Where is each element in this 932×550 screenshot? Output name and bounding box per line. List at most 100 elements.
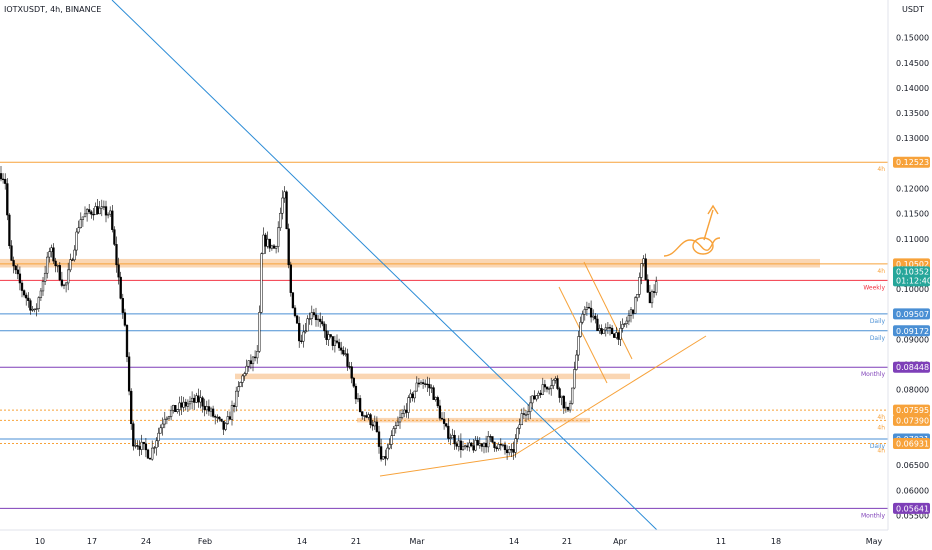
candle-body (503, 444, 507, 451)
candle-body (539, 392, 542, 395)
candle-body (650, 291, 654, 304)
candle-body (629, 309, 633, 316)
candle-body (98, 207, 101, 215)
candle-body (88, 209, 91, 213)
level-tag-label: 0.09172 (896, 327, 929, 336)
candle-body (356, 398, 360, 400)
candle-body (190, 397, 194, 402)
price-tick-label: 0.13000 (896, 134, 929, 143)
candle-body (367, 414, 370, 418)
candle-body (323, 323, 326, 332)
flag-line-1 (558, 286, 608, 384)
candle-body (340, 347, 343, 351)
candle-body (497, 444, 500, 450)
candle-body (417, 382, 421, 385)
level-note: Daily (870, 443, 886, 450)
candle-body (501, 444, 505, 446)
candle-body (4, 179, 7, 184)
candle-body (533, 395, 536, 400)
candle-body (216, 416, 219, 419)
candle-body (220, 418, 223, 422)
candle-body (447, 425, 450, 439)
candle-body (493, 441, 496, 448)
price-tick-label: 0.14500 (896, 59, 929, 68)
candle-body (132, 423, 135, 447)
candle-body (489, 436, 492, 438)
candle-body (224, 423, 227, 430)
candle-body (293, 307, 297, 317)
level-note: 4h (877, 414, 885, 421)
candle-body (121, 298, 124, 313)
candle-body (583, 309, 586, 315)
current-price-label: 0.10352 (896, 267, 929, 276)
candle-body (466, 445, 469, 448)
candle-body (43, 272, 47, 282)
candle-body (634, 297, 637, 314)
candle-body (361, 411, 364, 417)
time-tick-label: Apr (613, 537, 628, 546)
candle-body (369, 414, 372, 425)
candle-body (545, 386, 549, 390)
candle-body (461, 446, 465, 451)
candle-body (232, 405, 236, 407)
candle-body (327, 334, 330, 340)
candle-body (598, 328, 601, 331)
candle-body (239, 382, 242, 388)
candle-body (566, 406, 570, 411)
candle-body (388, 444, 391, 449)
candle-body (310, 312, 313, 319)
candle-body (644, 258, 647, 280)
candle-body (106, 213, 110, 216)
price-tick-label: 0.14000 (896, 84, 929, 93)
candle-body (298, 323, 301, 342)
candle-body (214, 416, 217, 418)
candle-body (432, 387, 435, 400)
candle-body (115, 244, 118, 266)
candle-body (642, 258, 645, 264)
candle-body (266, 238, 269, 247)
time-tick-label: 21 (562, 537, 572, 546)
candle-body (554, 378, 557, 381)
candle-body (405, 409, 408, 413)
chart-title: IOTXUSDT, 4h, BINANCE (4, 5, 101, 14)
candle-body (375, 421, 379, 433)
candle-body (25, 294, 28, 299)
candle-body (277, 227, 280, 247)
candle-body (325, 330, 328, 340)
time-tick-label: 14 (509, 537, 519, 546)
candle-body (581, 313, 584, 323)
candle-body (270, 245, 274, 249)
candle-body (606, 327, 610, 329)
zone-band (235, 373, 630, 380)
candle-body (478, 443, 481, 446)
price-tick-label: 0.08000 (896, 386, 929, 395)
candle-body (524, 414, 528, 416)
time-tick-label: 18 (771, 537, 781, 546)
candle-body (182, 401, 185, 408)
candle-body (403, 409, 406, 414)
level-tag-label: 0.06931 (896, 440, 929, 449)
candle-body (470, 442, 473, 446)
rising-trendline (512, 335, 707, 457)
time-axis[interactable]: 10 17 24 Feb 14 21 Mar 14 21 Apr 11 18 May (35, 537, 883, 546)
candle-body (510, 449, 513, 451)
candle-body (413, 390, 416, 399)
candle-body (560, 395, 563, 398)
candle-body (90, 211, 93, 215)
candle-body (627, 315, 631, 322)
candle-body (407, 397, 410, 413)
candle-body (564, 406, 568, 409)
candle-body (111, 210, 114, 230)
candle-body (625, 320, 628, 324)
candle-body (463, 445, 467, 448)
time-tick-label: May (866, 537, 883, 546)
candle-body (354, 385, 358, 400)
candle-body (319, 318, 322, 322)
candle-body (648, 292, 652, 304)
candle-body (138, 446, 141, 450)
candle-body (281, 197, 284, 214)
candle-body (237, 386, 240, 392)
